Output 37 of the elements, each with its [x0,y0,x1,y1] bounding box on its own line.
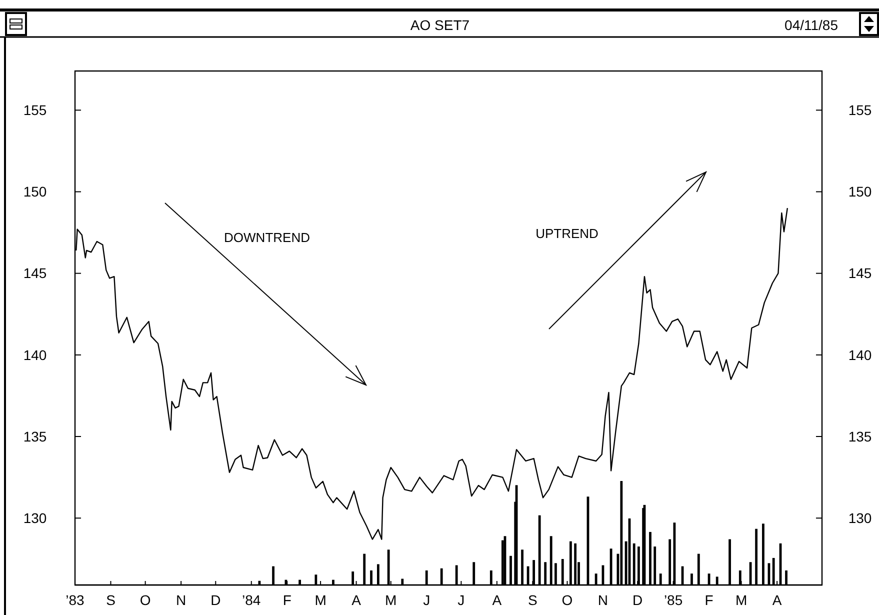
x-tick-label: F [704,592,714,608]
x-tick-label: O [562,592,573,608]
x-tick-label: J [458,592,465,608]
y2-tick-label: 155 [848,102,872,118]
x-tick-label: D [210,592,221,608]
x-tick-label: S [106,592,116,608]
y2-tick-label: 150 [848,184,872,200]
x-tick-label: A [492,592,502,608]
chart-subtitle: 04/11/85 [784,17,838,33]
y-tick-label: 130 [23,510,47,526]
y2-tick-label: 140 [848,346,872,363]
x-tick-label: ’83 [66,592,85,608]
x-tick-label: F [282,592,292,608]
x-tick-label: N [176,592,186,608]
x-tick-label: M [735,592,748,608]
y-tick-label: 155 [23,102,47,118]
x-tick-label: M [385,592,397,608]
x-tick-label: A [772,592,782,608]
x-tick-label: D [632,592,643,608]
x-tick-label: O [140,592,151,608]
annotation: UPTREND [536,226,598,241]
y-tick-label: 140 [23,346,47,363]
x-tick-label: A [352,592,362,608]
x-tick-label: S [528,592,538,608]
x-tick-label: M [314,592,326,608]
x-tick-label: ’84 [242,592,261,608]
y2-tick-label: 145 [848,265,872,282]
chart-title: AO SET7 [410,17,470,33]
y-tick-label: 145 [23,265,47,282]
y2-tick-label: 130 [848,510,872,526]
x-tick-label: ’85 [664,592,683,608]
y-tick-label: 135 [23,428,47,444]
x-tick-label: N [598,592,608,608]
x-tick-label: J [423,592,430,608]
y-tick-label: 150 [23,184,47,200]
y2-tick-label: 135 [848,428,872,444]
annotation: DOWNTREND [224,230,310,245]
